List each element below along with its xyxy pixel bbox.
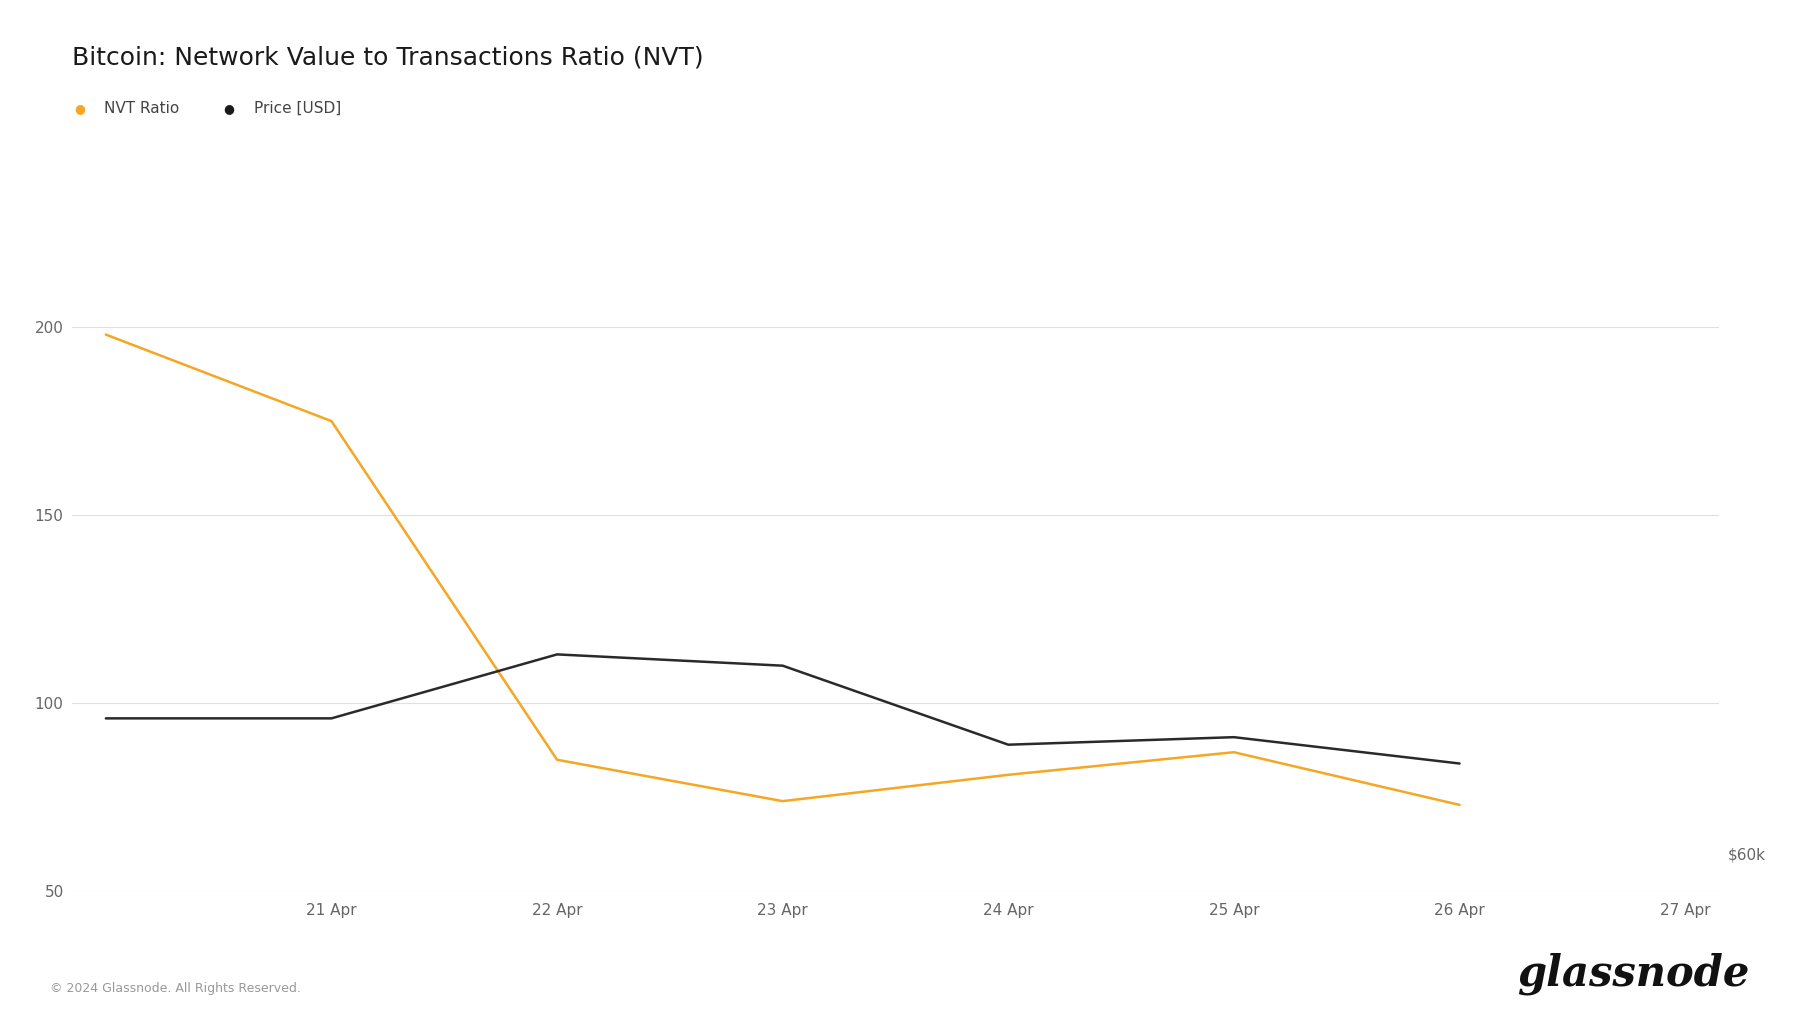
Text: ●: ● (223, 102, 234, 114)
Text: ●: ● (74, 102, 85, 114)
Text: Bitcoin: Network Value to Transactions Ratio (NVT): Bitcoin: Network Value to Transactions R… (72, 46, 704, 70)
Text: glassnode: glassnode (1517, 952, 1750, 995)
Text: NVT Ratio: NVT Ratio (104, 101, 180, 115)
Text: Price [USD]: Price [USD] (254, 101, 340, 115)
Text: © 2024 Glassnode. All Rights Reserved.: © 2024 Glassnode. All Rights Reserved. (50, 982, 301, 995)
